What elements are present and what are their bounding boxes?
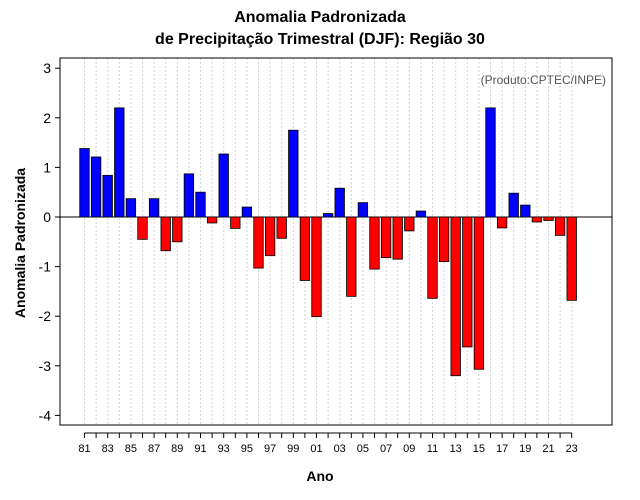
bar-03 (334, 187, 345, 218)
x-tick-label: 01 (310, 443, 322, 455)
bar-84 (114, 107, 125, 218)
x-tick-label: 89 (171, 443, 183, 455)
bar-15 (473, 216, 485, 370)
x-tick-label: 85 (125, 443, 137, 455)
x-tick-label: 93 (218, 443, 230, 455)
grid-lines (60, 58, 612, 425)
y-axis-label: Anomalia Padronizada (12, 167, 28, 319)
bar-95 (241, 206, 253, 218)
x-tick-label: 07 (380, 443, 392, 455)
chart-title: Anomalia Padronizada (234, 9, 406, 26)
bar-98 (276, 216, 287, 239)
bar-99 (288, 129, 299, 218)
bar-04 (346, 216, 357, 297)
x-axis-label: Ano (306, 468, 334, 484)
bar-90 (183, 173, 195, 218)
bar-02 (322, 213, 334, 218)
bar-97 (264, 216, 276, 257)
bar-91 (195, 191, 206, 218)
bar-92 (206, 216, 218, 224)
bar-17 (496, 216, 508, 229)
bar-07 (380, 216, 392, 259)
bar-89 (172, 216, 183, 243)
bar-19 (520, 204, 531, 218)
plot-frame (59, 57, 613, 426)
x-tick-label: 99 (287, 443, 299, 455)
bar-18 (508, 192, 519, 218)
y-tick-label: 0 (43, 209, 51, 225)
y-tick-label: 1 (43, 159, 51, 175)
bar-85 (125, 198, 137, 218)
x-tick-label: 21 (542, 443, 554, 455)
bars-group (79, 107, 577, 377)
bar-96 (253, 216, 264, 269)
bar-09 (404, 216, 415, 232)
x-tick-label: 91 (194, 443, 206, 455)
x-tick-label: 11 (427, 443, 438, 455)
x-tick-label: 13 (450, 443, 462, 455)
y-tick-label: -3 (39, 358, 52, 374)
bar-83 (102, 174, 113, 218)
x-tick-label: 17 (496, 443, 508, 455)
bar-82 (90, 156, 102, 218)
bar-08 (392, 216, 403, 260)
x-tick-label: 81 (78, 443, 90, 455)
bar-21 (543, 216, 554, 221)
x-tick-label: 09 (403, 443, 415, 455)
bar-01 (311, 216, 322, 318)
source-annotation: (Produto:CPTEC/INPE) (481, 73, 606, 87)
bar-10 (415, 210, 427, 218)
y-tick-label: 2 (43, 110, 51, 126)
bar-22 (554, 216, 566, 236)
bar-23 (566, 216, 577, 301)
y-tick-label: -1 (39, 259, 52, 275)
bar-05 (357, 202, 369, 218)
x-tick-label: 97 (264, 443, 276, 455)
bar-81 (79, 148, 90, 218)
chart-subtitle: de Precipitação Trimestral (DJF): Região… (155, 31, 485, 48)
y-tick-label: -2 (39, 308, 52, 324)
bar-12 (438, 216, 450, 263)
x-tick-label: 03 (334, 443, 346, 455)
bar-11 (427, 216, 438, 299)
bar-14 (462, 216, 473, 348)
bar-93 (218, 153, 229, 218)
x-tick-label: 19 (519, 443, 531, 455)
bar-86 (137, 216, 148, 240)
x-tick-label: 23 (566, 443, 578, 455)
x-tick-label: 15 (473, 443, 485, 455)
bar-87 (148, 198, 160, 218)
x-tick-label: 87 (148, 443, 160, 455)
x-tick-label: 95 (241, 443, 253, 455)
bar-00 (299, 216, 311, 281)
bar-88 (160, 216, 171, 252)
bar-13 (450, 216, 461, 377)
bar-20 (531, 216, 543, 223)
bar-16 (485, 107, 496, 218)
x-tick-label: 83 (102, 443, 114, 455)
y-tick-label: 3 (43, 60, 51, 76)
bar-06 (369, 216, 380, 270)
x-tick-label: 05 (357, 443, 369, 455)
y-tick-label: -4 (39, 407, 52, 423)
bar-94 (230, 216, 241, 229)
